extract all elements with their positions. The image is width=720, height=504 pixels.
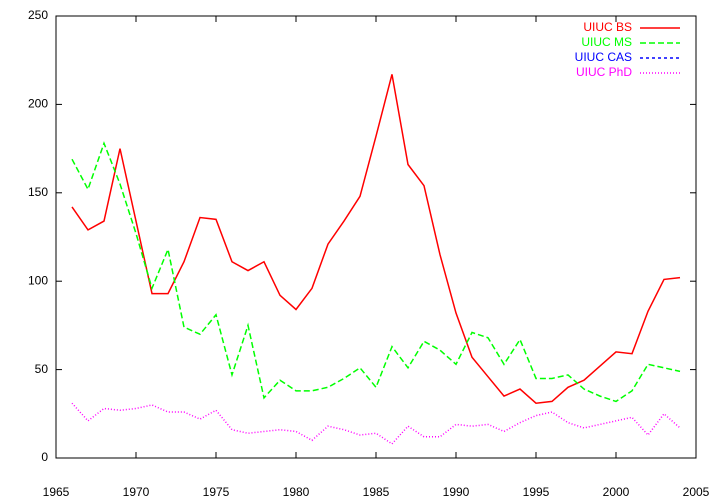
x-tick-label: 1985 xyxy=(363,485,390,499)
legend-label: UIUC MS xyxy=(581,35,632,49)
y-tick-label: 50 xyxy=(35,362,49,376)
x-tick-label: 1970 xyxy=(123,485,150,499)
series-line xyxy=(71,141,681,403)
x-tick-label: 1965 xyxy=(43,485,70,499)
series-line xyxy=(71,402,681,445)
y-tick-label: 200 xyxy=(28,97,48,111)
x-tick-label: 2005 xyxy=(683,485,710,499)
x-tick-label: 1995 xyxy=(523,485,550,499)
series-line xyxy=(71,74,681,404)
y-tick-label: 250 xyxy=(28,8,48,22)
y-tick-label: 100 xyxy=(28,273,48,287)
x-tick-label: 1990 xyxy=(443,485,470,499)
legend-label: UIUC CAS xyxy=(575,50,632,64)
y-tick-label: 150 xyxy=(28,185,48,199)
y-tick-label: 0 xyxy=(41,450,48,464)
x-tick-label: 2000 xyxy=(603,485,630,499)
legend-label: UIUC PhD xyxy=(576,65,632,79)
legend-label: UIUC BS xyxy=(583,20,632,34)
x-tick-label: 1975 xyxy=(203,485,230,499)
plot-frame xyxy=(55,15,697,459)
x-tick-label: 1980 xyxy=(283,485,310,499)
